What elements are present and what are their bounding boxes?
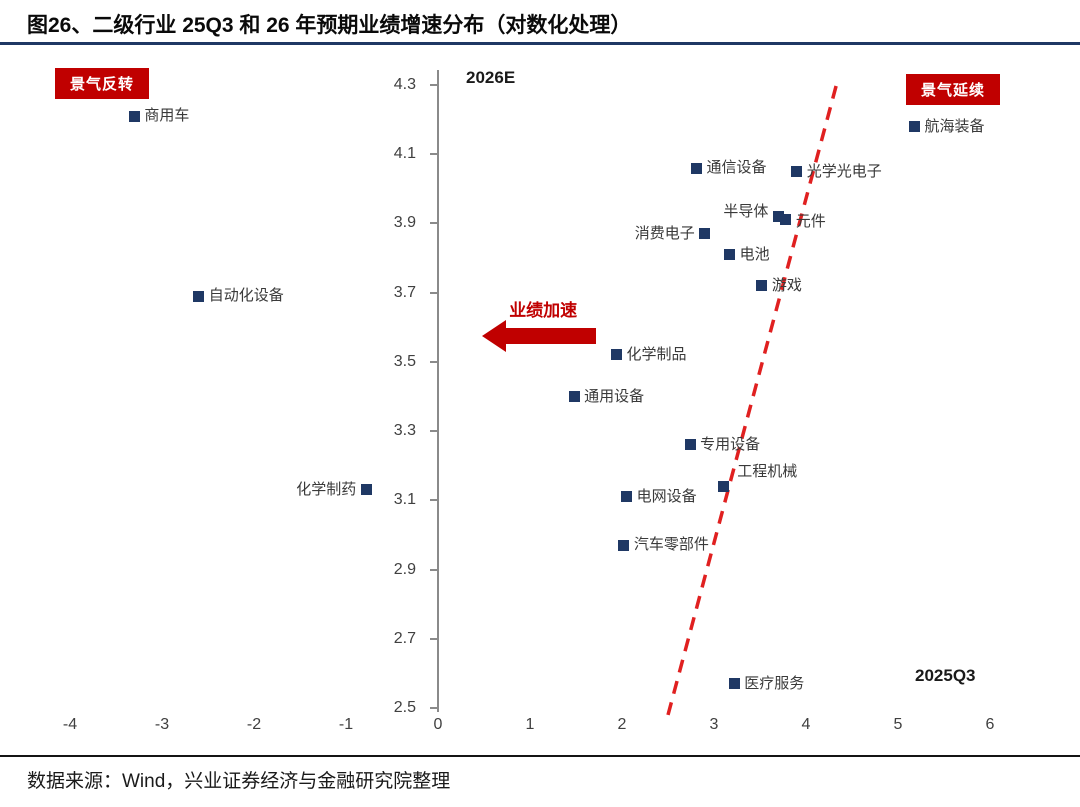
data-point	[791, 166, 803, 178]
x-tick-label: -3	[154, 716, 170, 733]
point-label: 游戏	[771, 276, 802, 294]
point-label: 光学光电子	[806, 162, 882, 180]
x-tick-label: 4	[801, 716, 811, 733]
x-tick-label: 0	[433, 716, 443, 733]
y-axis-line	[437, 70, 439, 712]
y-tick-label: 2.9	[393, 560, 416, 578]
x-tick-label: -1	[338, 716, 354, 733]
x-tick-label: 3	[709, 716, 719, 733]
data-point	[772, 211, 784, 223]
left-arrow-icon	[482, 319, 507, 352]
acceleration-label: 业绩加速	[509, 300, 578, 320]
data-point	[717, 480, 729, 492]
y-tick-mark	[430, 360, 437, 363]
data-point	[728, 678, 740, 690]
x-axis-title: 2025Q3	[915, 666, 976, 685]
data-point	[360, 484, 372, 496]
y-tick-mark	[430, 153, 437, 156]
left-arrow-body	[505, 327, 597, 344]
data-point	[621, 491, 633, 503]
data-point	[699, 228, 711, 240]
point-label: 电网设备	[636, 487, 697, 505]
y-tick-label: 2.7	[393, 629, 416, 647]
data-point	[568, 391, 580, 402]
y-tick-mark	[430, 499, 437, 502]
y-tick-mark	[430, 291, 437, 294]
data-point	[756, 280, 768, 292]
y-tick-label: 4.1	[393, 145, 416, 163]
point-label: 自动化设备	[208, 287, 284, 305]
x-tick-label: 6	[985, 716, 995, 733]
data-point	[724, 249, 736, 261]
point-label: 专用设备	[700, 435, 761, 453]
data-point	[691, 162, 703, 174]
data-point	[618, 539, 630, 551]
point-label: 消费电子	[634, 224, 695, 242]
point-label: 航海装备	[924, 117, 985, 135]
x-tick-label: -4	[62, 716, 78, 733]
badge-boom-reversal: 景气反转	[55, 68, 150, 99]
point-label: 化学制品	[626, 345, 687, 363]
y-tick-mark	[430, 84, 437, 86]
point-label: 商用车	[144, 107, 190, 125]
y-tick-label: 3.1	[393, 491, 416, 509]
data-point	[128, 110, 140, 122]
x-tick-label: 5	[893, 716, 903, 733]
y-tick-label: 2.5	[393, 699, 416, 716]
point-label: 通用设备	[584, 387, 645, 405]
point-label: 汽车零部件	[633, 536, 709, 554]
badge-boom-continuation: 景气延续	[906, 74, 1001, 105]
y-tick-label: 3.9	[393, 214, 416, 232]
data-point	[610, 349, 622, 361]
x-tick-label: 2	[617, 716, 627, 733]
point-label: 元件	[795, 212, 826, 230]
data-source: 数据来源：Wind，兴业证券经济与金融研究院整理	[27, 771, 451, 792]
point-label: 化学制药	[296, 480, 357, 498]
y-tick-mark	[430, 637, 437, 640]
y-tick-label: 4.3	[393, 76, 416, 93]
point-label: 医疗服务	[744, 674, 805, 692]
title-rule	[0, 42, 1080, 45]
y-tick-mark	[430, 707, 437, 709]
x-tick-label: 1	[525, 716, 535, 733]
y-axis-title: 2026E	[466, 68, 516, 87]
chart-title: 图26、二级行业 25Q3 和 26 年预期业绩增速分布（对数化处理）	[27, 14, 632, 37]
point-label: 通信设备	[706, 159, 767, 177]
y-tick-mark	[430, 568, 437, 571]
y-tick-mark	[430, 222, 437, 225]
y-tick-label: 3.3	[393, 422, 416, 440]
data-point	[193, 290, 205, 302]
data-point	[780, 214, 792, 226]
y-tick-label: 3.5	[393, 352, 416, 370]
data-point	[909, 121, 921, 133]
point-label: 工程机械	[737, 463, 798, 481]
point-label: 电池	[739, 245, 770, 263]
point-label: 半导体	[723, 202, 769, 220]
y-tick-label: 3.7	[393, 283, 416, 301]
y-tick-mark	[430, 430, 437, 433]
footer-rule	[0, 755, 1080, 757]
data-point	[684, 439, 696, 451]
x-tick-label: -2	[246, 716, 262, 733]
